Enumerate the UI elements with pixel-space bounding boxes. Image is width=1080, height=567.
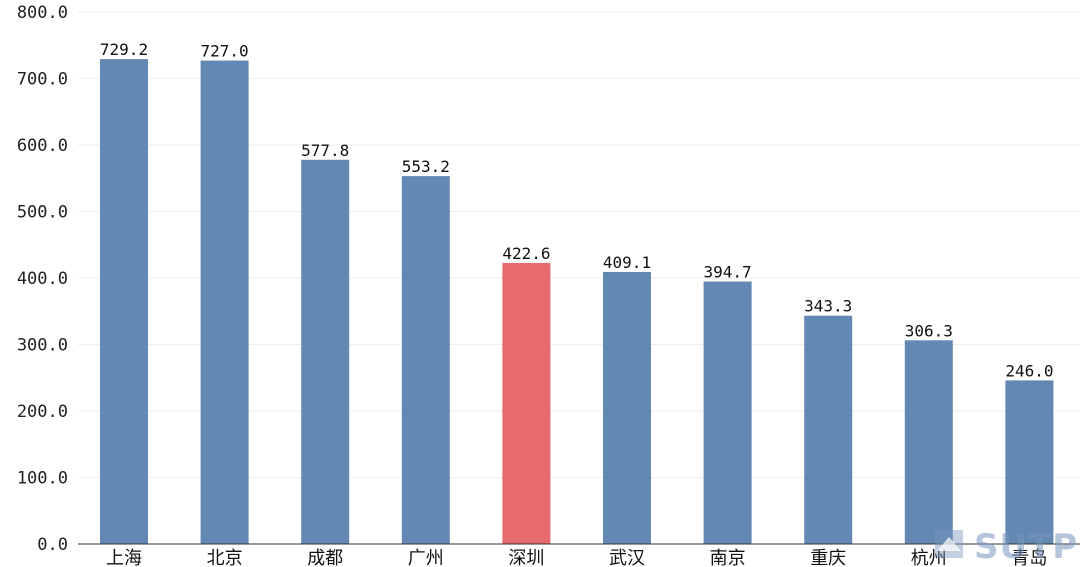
- x-tick-label: 成都: [307, 548, 343, 567]
- data-label: 577.8: [301, 141, 349, 160]
- bar: [401, 176, 450, 544]
- bars: [100, 59, 1054, 545]
- bar: [301, 159, 350, 544]
- data-label: 729.2: [100, 40, 148, 59]
- y-tick-label: 600.0: [17, 136, 68, 156]
- x-tick-label: 青岛: [1011, 548, 1047, 567]
- x-axis-labels: 上海 北京 成都 广州 深圳 武汉 南京 重庆 杭州 青岛: [106, 548, 1047, 567]
- bar: [603, 271, 651, 544]
- data-label: 727.0: [201, 42, 249, 61]
- data-label: 553.2: [402, 157, 450, 176]
- x-tick-label: 上海: [106, 548, 142, 567]
- bar: [200, 60, 249, 545]
- x-tick-label: 北京: [207, 548, 243, 567]
- bar: [904, 340, 953, 544]
- data-label: 246.0: [1005, 361, 1053, 380]
- data-label: 422.6: [502, 244, 550, 263]
- y-tick-label: 500.0: [17, 203, 68, 223]
- x-tick-label: 武汉: [609, 548, 645, 567]
- bar: [100, 59, 148, 544]
- x-tick-label: 广州: [408, 548, 444, 567]
- value-labels: 729.2 727.0 577.8 553.2 422.6 409.1 394.7 343.3…: [100, 40, 1054, 380]
- x-tick-label: 深圳: [508, 548, 544, 567]
- bar: [804, 315, 853, 544]
- watermark: SUTPC: [930, 525, 1080, 567]
- x-tick-label: 南京: [710, 548, 746, 567]
- bar: [703, 281, 752, 544]
- y-tick-label: 0.0: [37, 535, 68, 555]
- bar: [1005, 380, 1054, 544]
- data-label: 394.7: [704, 263, 752, 282]
- x-tick-label: 杭州: [911, 548, 947, 567]
- x-tick-label: 重庆: [810, 548, 846, 567]
- y-tick-label: 300.0: [17, 336, 68, 356]
- y-tick-label: 200.0: [17, 402, 68, 422]
- watermark-text: SUTPC: [974, 527, 1080, 567]
- logo-icon: [935, 530, 963, 558]
- data-label: 409.1: [603, 253, 651, 272]
- data-label: 343.3: [804, 297, 852, 316]
- y-axis-ticks: 0.0 100.0 200.0 300.0 400.0 500.0 600.0 700.0 80…: [17, 3, 68, 555]
- y-tick-label: 100.0: [17, 469, 68, 489]
- data-label: 306.3: [905, 321, 953, 340]
- bar: [502, 262, 551, 544]
- y-tick-label: 400.0: [17, 269, 68, 289]
- y-tick-label: 800.0: [17, 3, 68, 23]
- y-tick-label: 700.0: [17, 70, 68, 90]
